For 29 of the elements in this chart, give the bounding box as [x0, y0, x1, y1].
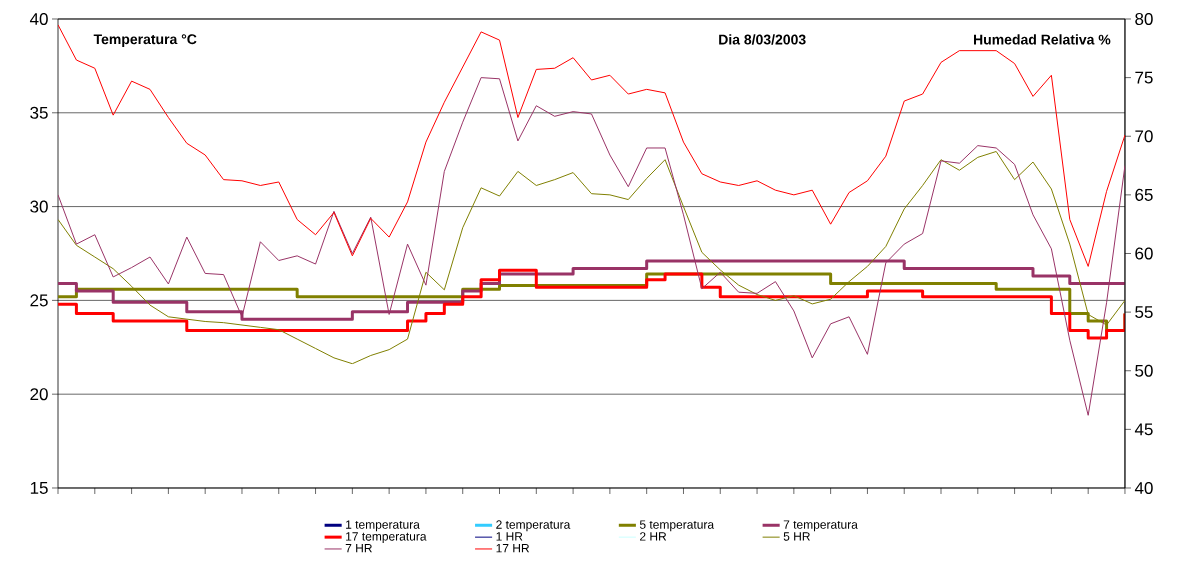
y2-tick-label: 40: [1134, 481, 1153, 495]
legend-label: 2 temperatura: [496, 520, 571, 532]
y2-tick-label: 45: [1134, 423, 1153, 436]
y-tick-label: 35: [30, 106, 48, 119]
line-series: [58, 77, 1125, 416]
legend-label: 5 temperatura: [639, 520, 715, 532]
y2-tick-label: 75: [1135, 71, 1153, 84]
legend-label: 2 HR: [639, 532, 667, 541]
legend-label: 7 temperatura: [783, 520, 858, 532]
y-tick-label: 20: [30, 388, 48, 401]
y-tick-label: 40: [29, 12, 48, 26]
y2-axis-title: Humedad Relativa %: [974, 34, 1111, 45]
text: Dia 8/03/2003: [719, 34, 806, 45]
y-axis-title: Temperatura °C: [93, 34, 197, 47]
y2-tick-label: 80: [1135, 12, 1153, 26]
y2-tick-label: 50: [1135, 364, 1153, 377]
legend-label: 17 temperatura: [346, 532, 427, 544]
y-tick-label: 30: [30, 200, 48, 213]
legend-label: 1 temperatura: [346, 520, 420, 532]
y2-tick-label: 60: [1135, 247, 1153, 260]
y2-tick-label: 65: [1135, 188, 1153, 201]
legend-label: 17 HR: [496, 544, 530, 553]
legend-label: 7 HR: [345, 544, 372, 553]
y-tick-label: 25: [30, 294, 48, 307]
y2-tick-label: 55: [1135, 306, 1153, 319]
y-tick-label: 15: [30, 482, 48, 494]
legend-label: 5 HR: [783, 532, 810, 541]
legend-label: 1 HR: [496, 532, 523, 541]
y2-tick-label: 70: [1135, 130, 1153, 143]
